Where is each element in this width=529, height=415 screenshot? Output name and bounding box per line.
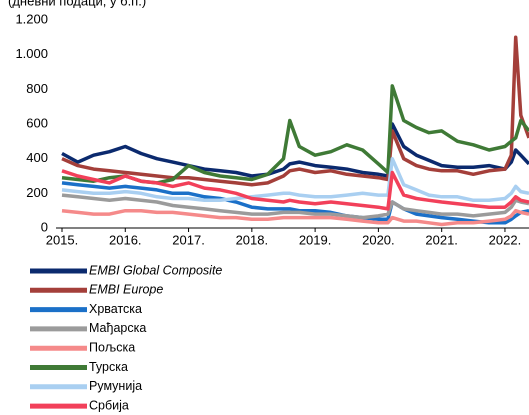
y-tick-label: 0 — [41, 219, 48, 234]
legend-label: Србија — [89, 398, 129, 412]
series-line — [61, 35, 529, 187]
chart-subtitle: (дневни подаци, у б.п.) — [8, 0, 146, 8]
x-tick-label: 2019. — [299, 232, 332, 247]
y-tick-label: 1.200 — [15, 11, 48, 26]
x-tick-label: 2022. — [489, 232, 522, 247]
y-tick-label: 200 — [26, 185, 48, 200]
x-tick-label: 2015. — [46, 232, 79, 247]
legend-label: Румунија — [89, 379, 142, 393]
series-line — [61, 156, 529, 203]
x-tick-label: 2018. — [236, 232, 269, 247]
y-tick-label: 800 — [26, 81, 48, 96]
x-tick-label: 2017. — [172, 232, 205, 247]
legend-label: Турска — [89, 360, 128, 374]
legend-label: Хрватска — [89, 302, 142, 316]
series-line — [61, 208, 529, 227]
legend-label: EMBI Europe — [89, 283, 163, 297]
series-line — [61, 122, 529, 178]
x-tick-label: 2020. — [362, 232, 395, 247]
legend-label: Мађарска — [89, 321, 146, 335]
y-tick-label: 1.000 — [15, 46, 48, 61]
series-line — [61, 193, 529, 220]
y-tick-label: 600 — [26, 115, 48, 130]
legend-label: Пољска — [89, 340, 135, 354]
legend-label: EMBI Global Composite — [89, 263, 222, 277]
x-tick-label: 2021. — [425, 232, 458, 247]
series-line — [61, 169, 529, 211]
x-tick-label: 2016. — [109, 232, 142, 247]
y-tick-label: 400 — [26, 150, 48, 165]
plot-lines — [61, 35, 529, 227]
